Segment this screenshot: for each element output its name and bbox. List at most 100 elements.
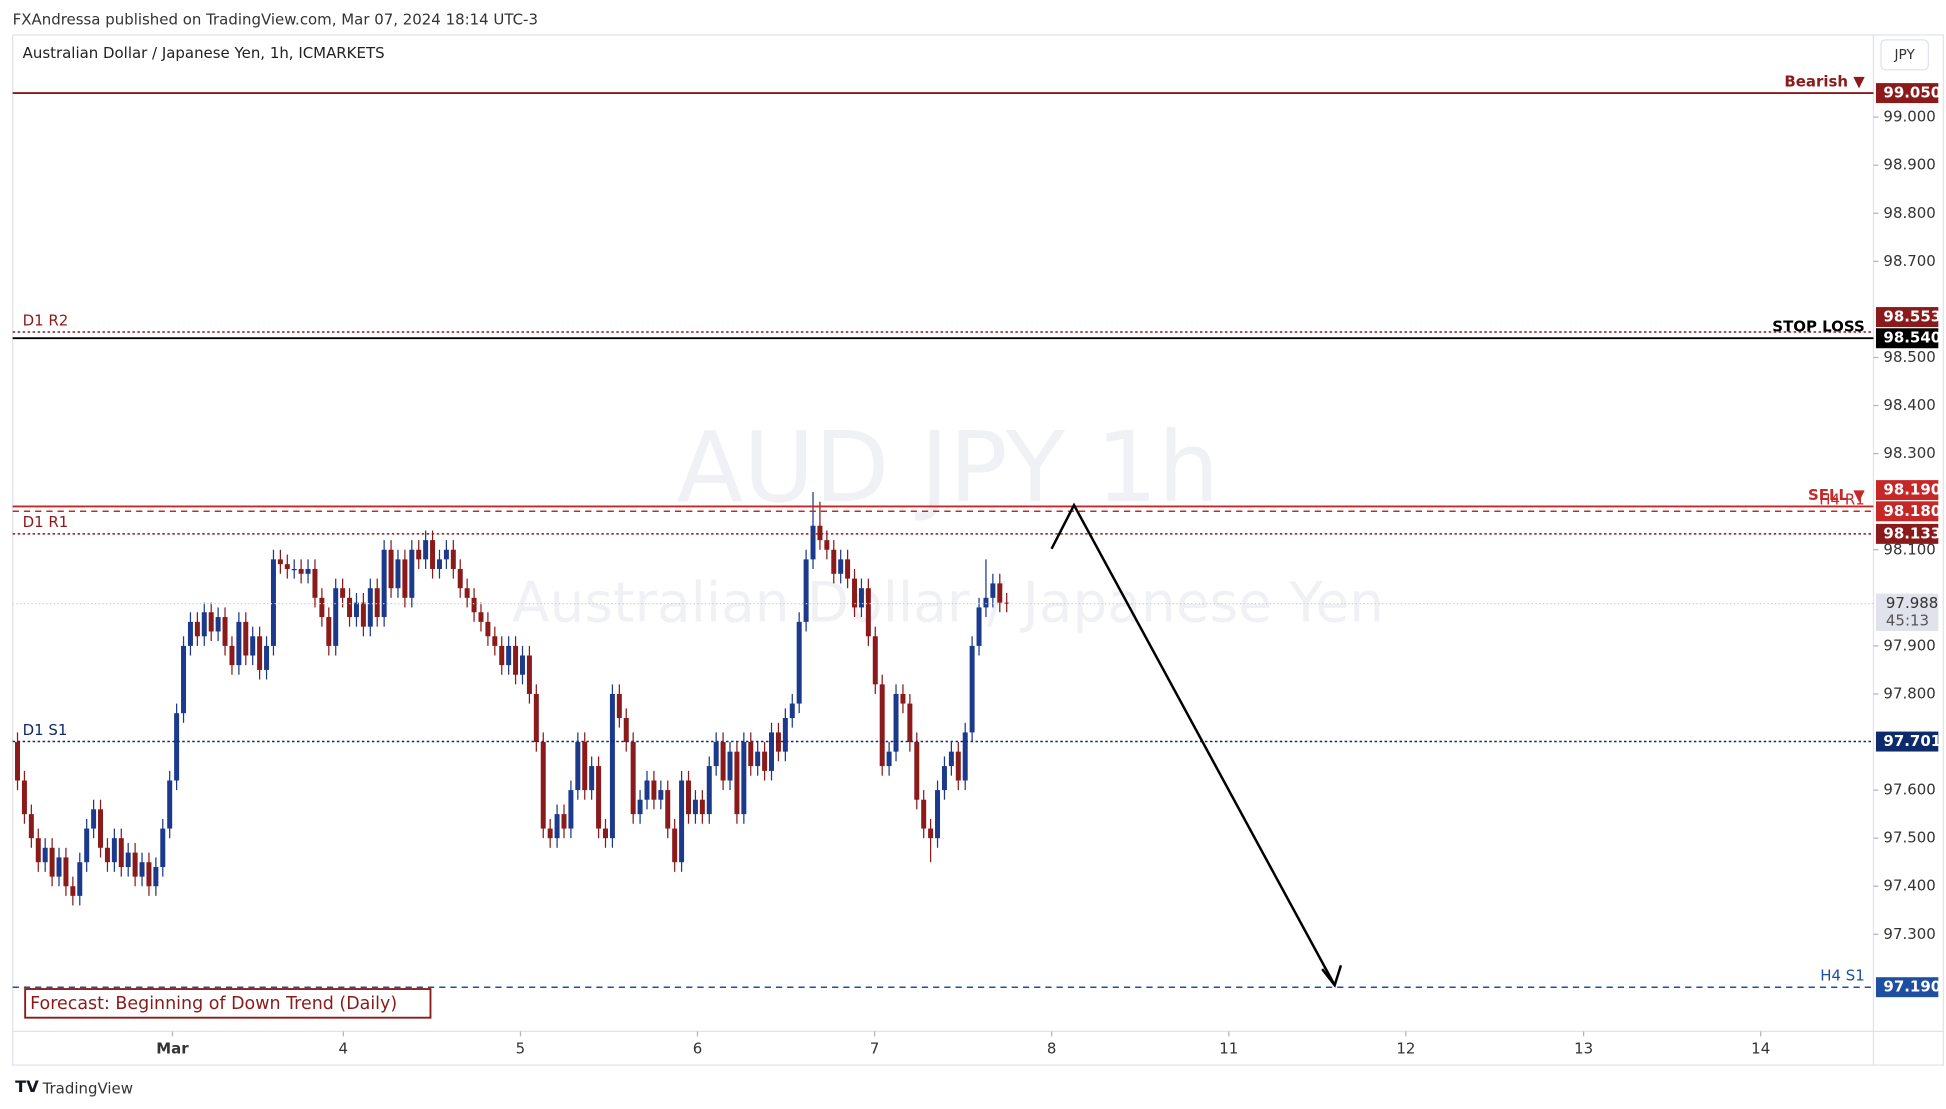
x-tick-label: 11 — [1219, 1039, 1238, 1057]
candle-body — [803, 559, 809, 622]
candle-body — [270, 559, 276, 646]
candle-body — [838, 559, 844, 574]
currency-button[interactable] — [1880, 39, 1929, 71]
candle-body — [208, 612, 214, 632]
candle-body — [360, 602, 366, 627]
candle-body — [464, 588, 470, 598]
candle-body — [333, 588, 339, 646]
candle-body — [187, 621, 193, 646]
candle-body — [104, 847, 110, 863]
candle-body — [741, 742, 747, 815]
level-tag-label: 98.540 — [1883, 329, 1941, 347]
y-tick-label: 97.300 — [1883, 925, 1935, 943]
candle-body — [609, 693, 615, 839]
currency[interactable]: JPY — [1893, 47, 1915, 63]
x-tick-label: 7 — [870, 1039, 880, 1057]
candle-body — [616, 693, 622, 718]
candle-body — [443, 549, 449, 560]
candle-body — [146, 862, 152, 887]
candle-body — [858, 588, 864, 608]
candle-body — [948, 751, 954, 767]
candle-body — [706, 766, 712, 815]
candle-body — [264, 645, 270, 670]
candle-body — [596, 766, 602, 829]
candle-body — [49, 847, 55, 877]
candle-body — [450, 549, 456, 569]
brand: TradingView — [42, 1079, 133, 1097]
candle-body — [291, 568, 297, 571]
candle-body — [769, 732, 775, 771]
candle-body — [402, 559, 408, 598]
candle-body — [381, 549, 387, 618]
candle-body — [755, 751, 761, 767]
watermark: AUD JPY 1h — [677, 411, 1220, 524]
candle-body — [353, 602, 359, 618]
candle-body — [416, 549, 422, 560]
symbol-title[interactable]: Australian Dollar / Japanese Yen, 1h, IC… — [23, 44, 385, 62]
candle-body — [111, 838, 117, 863]
level-name: H4 S1 — [1820, 966, 1865, 984]
candle-body — [118, 838, 124, 868]
candle-body — [962, 732, 968, 781]
candle-body — [499, 645, 505, 666]
candle-body — [139, 862, 145, 877]
x-tick-label: Mar — [156, 1039, 189, 1057]
candle-body — [132, 852, 138, 877]
level-name: STOP LOSS — [1772, 318, 1864, 336]
candle-body — [540, 742, 546, 829]
candle-body — [748, 742, 754, 767]
candle-body — [941, 766, 947, 791]
level-tag — [1875, 523, 1939, 544]
level-name: D1 S1 — [23, 721, 68, 739]
level-name: SELL ▼ — [1808, 486, 1865, 504]
candle-body — [513, 645, 519, 675]
candle-body — [727, 751, 733, 781]
candle-body — [506, 645, 512, 666]
candle-body — [893, 693, 899, 752]
candle-body — [872, 636, 878, 685]
candle-body — [257, 636, 263, 670]
x-tick-label: 8 — [1047, 1039, 1057, 1057]
candle-body — [28, 814, 34, 839]
candle-body — [879, 684, 885, 767]
candle-body — [907, 703, 913, 743]
x-tick-label: 4 — [339, 1039, 349, 1057]
y-tick-label: 97.600 — [1883, 781, 1935, 799]
arrow-head — [1321, 964, 1343, 988]
candle-body — [644, 780, 650, 800]
candle-body — [713, 742, 719, 767]
candle-body — [665, 790, 671, 829]
candle-body — [865, 588, 871, 637]
level-tag-label: 98.133 — [1883, 524, 1941, 542]
candle-body — [436, 559, 442, 569]
level-tag — [1875, 731, 1939, 752]
level-name: H4 R1 — [1819, 491, 1864, 509]
candle-body — [990, 583, 996, 598]
candle-body — [976, 607, 982, 646]
candle-body — [21, 780, 27, 815]
level-tag — [1875, 480, 1939, 501]
candle-body — [174, 713, 180, 781]
candle-body — [243, 621, 249, 656]
last-price-tag — [1875, 593, 1939, 632]
candle-body — [852, 578, 858, 608]
candle-body — [340, 588, 346, 598]
y-tick-label: 99.000 — [1883, 108, 1935, 126]
candle-body — [70, 886, 76, 896]
candle-body — [969, 645, 975, 733]
candle-body — [35, 838, 41, 863]
candle-body — [686, 780, 692, 815]
countdown: 45:13 — [1886, 612, 1929, 630]
level-tag-label: 99.050 — [1883, 84, 1941, 102]
candle-body — [56, 857, 62, 877]
level-tag-label: 97.190 — [1883, 978, 1941, 996]
candle-body — [533, 693, 539, 743]
candle-body — [935, 790, 941, 839]
y-tick-label: 98.700 — [1883, 252, 1935, 270]
candle-body — [796, 621, 802, 704]
candle-body — [215, 617, 221, 632]
level-tag-label: 97.701 — [1883, 732, 1941, 750]
candle-body — [672, 828, 678, 863]
